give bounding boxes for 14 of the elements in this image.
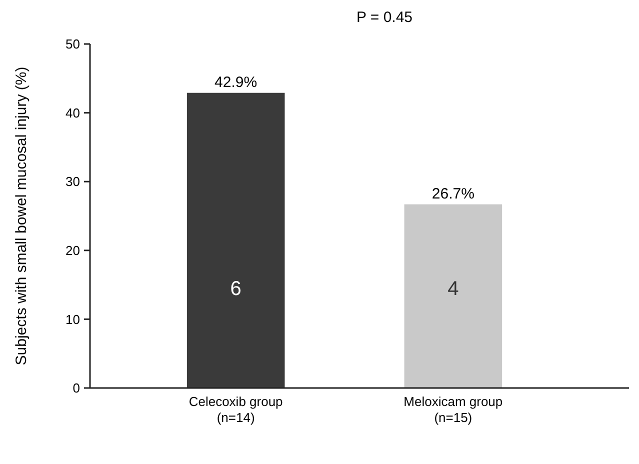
y-tick-label: 0 <box>72 380 80 396</box>
x-tick-label: Celecoxib group (n=14) <box>188 394 283 425</box>
y-tick-label: 40 <box>66 105 80 120</box>
data-label: 26.7% <box>432 185 474 202</box>
y-tick-label: 50 <box>66 36 80 52</box>
y-tick-label: 20 <box>66 242 80 258</box>
x-tick-label: Meloxicam group (n=15) <box>404 394 503 425</box>
y-tick-label: 30 <box>66 174 80 190</box>
annotation: 6 <box>230 278 242 300</box>
y-tick-label: 10 <box>66 312 80 327</box>
data-label: 42.9% <box>214 74 258 91</box>
annotation: 4 <box>448 278 459 300</box>
y-axis-title: Subjects with small bowel mucosal injury (%) <box>13 66 30 366</box>
chart-title: P = 0.45 <box>356 9 413 26</box>
